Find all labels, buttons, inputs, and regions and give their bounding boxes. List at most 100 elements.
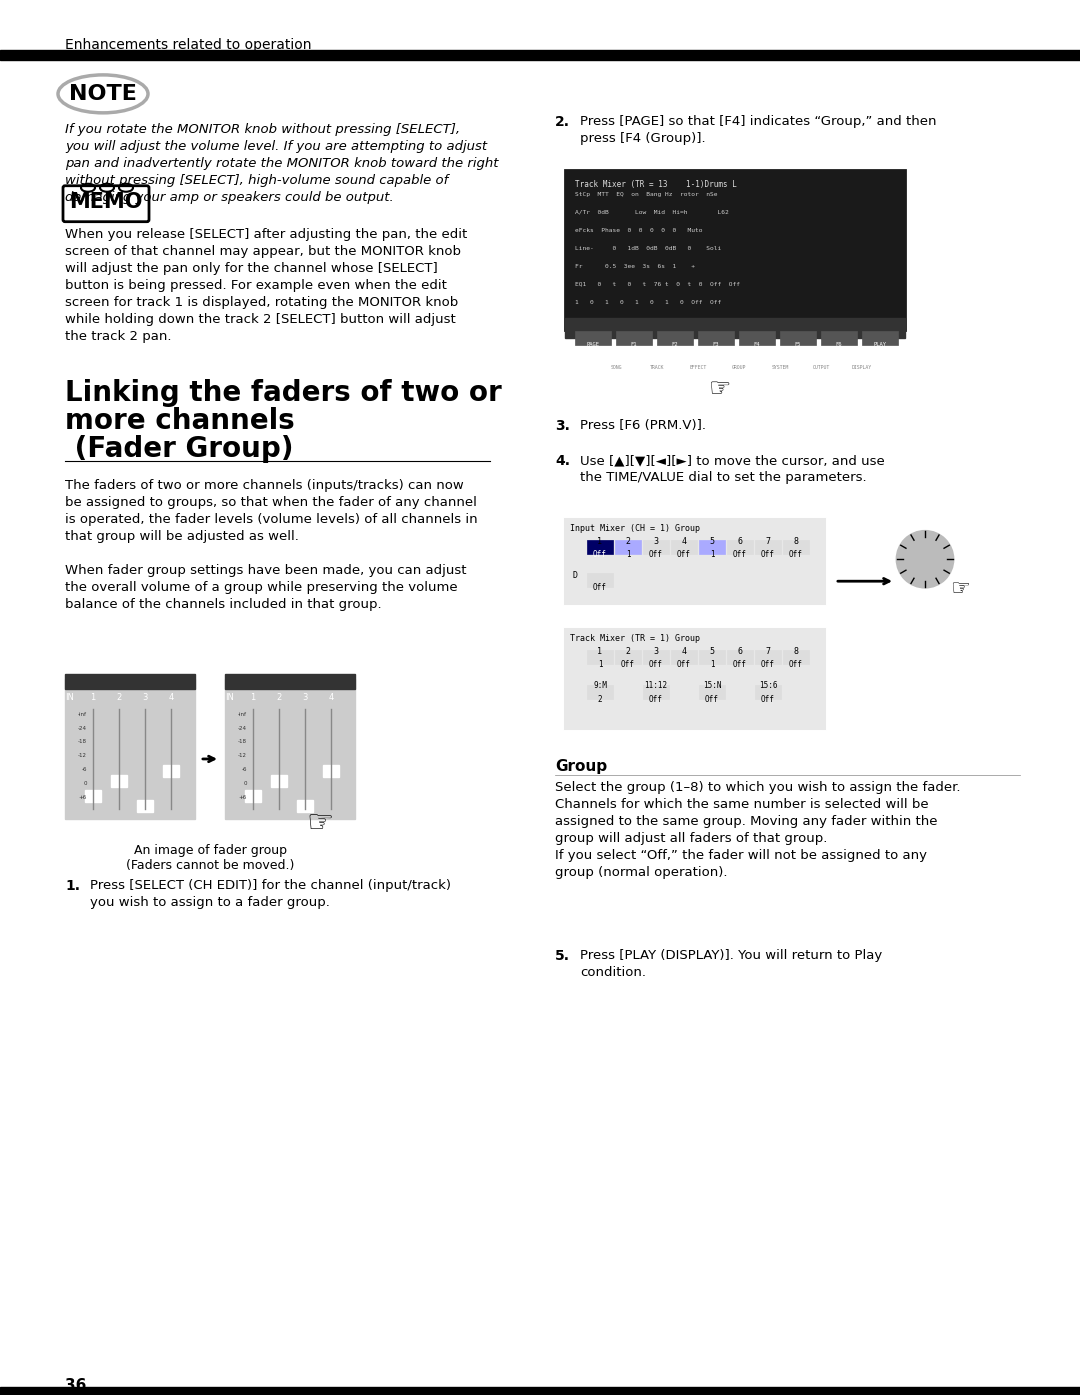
Text: 2.: 2. (555, 115, 570, 129)
Bar (671, 541, 697, 555)
Text: Off: Off (733, 659, 747, 669)
Text: Off: Off (649, 550, 663, 559)
Text: Off: Off (789, 550, 802, 559)
Text: group (normal operation).: group (normal operation). (555, 866, 728, 879)
Text: 0: 0 (83, 781, 87, 787)
Bar (783, 541, 809, 555)
Bar (137, 800, 153, 812)
Text: Line-     0   1dB  0dB  0dB   0    Soli: Line- 0 1dB 0dB 0dB 0 Soli (575, 246, 721, 250)
Text: 15:6: 15:6 (759, 682, 778, 690)
Bar (616, 331, 652, 345)
Text: -inf: -inf (238, 711, 247, 717)
Text: -24: -24 (238, 725, 247, 731)
Text: press [F4 (Group)].: press [F4 (Group)]. (580, 131, 705, 145)
Text: 3: 3 (653, 538, 659, 546)
Text: +6: +6 (239, 795, 247, 800)
Text: you will adjust the volume level. If you are attempting to adjust: you will adjust the volume level. If you… (65, 140, 487, 152)
Text: without pressing [SELECT], high-volume sound capable of: without pressing [SELECT], high-volume s… (65, 173, 448, 187)
Text: Enhancements related to operation: Enhancements related to operation (65, 38, 311, 52)
Bar (643, 541, 669, 555)
Text: -12: -12 (78, 753, 87, 759)
Text: Off: Off (649, 659, 663, 669)
Text: group will adjust all faders of that group.: group will adjust all faders of that gro… (555, 831, 827, 845)
Text: A/Tr  0dB       Low  Mid  Hi=h        L62: A/Tr 0dB Low Mid Hi=h L62 (575, 210, 729, 215)
Text: 4: 4 (328, 693, 334, 701)
Text: Off: Off (705, 694, 719, 704)
Bar (565, 317, 905, 338)
Bar (0, 50, 1080, 60)
Text: 4.: 4. (555, 454, 570, 468)
Text: ☞: ☞ (708, 377, 731, 401)
Bar (565, 170, 905, 330)
Bar (588, 685, 613, 698)
Bar (699, 650, 725, 664)
Text: The faders of two or more channels (inputs/tracks) can now: The faders of two or more channels (inpu… (65, 479, 463, 492)
Text: 4: 4 (681, 647, 687, 657)
FancyBboxPatch shape (63, 186, 149, 222)
Text: 7: 7 (766, 538, 770, 546)
Bar (671, 650, 697, 664)
Text: IN: IN (66, 693, 75, 701)
Text: F6: F6 (836, 342, 842, 346)
Text: Off: Off (761, 694, 775, 704)
Text: Track Mixer (TR = 1) Group: Track Mixer (TR = 1) Group (570, 634, 700, 643)
Text: Group: Group (555, 759, 607, 774)
Text: be assigned to groups, so that when the fader of any channel: be assigned to groups, so that when the … (65, 496, 477, 510)
Bar (615, 541, 642, 555)
Text: PAGE: PAGE (586, 342, 599, 346)
Text: 2: 2 (625, 647, 631, 657)
Text: SONG: SONG (610, 365, 622, 369)
Bar (755, 650, 781, 664)
Bar (65, 679, 195, 819)
Bar (575, 331, 611, 345)
Text: -6: -6 (242, 767, 247, 773)
Text: more channels: more channels (65, 408, 295, 436)
Text: 1: 1 (597, 538, 603, 546)
Bar (565, 629, 825, 729)
Text: Off: Off (593, 583, 607, 592)
Text: damaging your amp or speakers could be output.: damaging your amp or speakers could be o… (65, 191, 394, 204)
Bar (783, 650, 809, 664)
Text: 0: 0 (243, 781, 247, 787)
Bar (588, 573, 613, 587)
Text: EQ1   0   t   0   t  76 t  0  t  0  Off  Off: EQ1 0 t 0 t 76 t 0 t 0 Off Off (575, 282, 740, 286)
Text: F4: F4 (754, 342, 760, 346)
Bar (657, 331, 693, 345)
Text: NOTE: NOTE (69, 84, 137, 103)
Text: 7: 7 (766, 647, 770, 657)
Text: -12: -12 (238, 753, 247, 759)
Text: Off: Off (733, 550, 747, 559)
Text: Off: Off (593, 550, 607, 559)
Text: 4: 4 (681, 538, 687, 546)
Text: 5.: 5. (555, 949, 570, 963)
Text: button is being pressed. For example even when the edit: button is being pressed. For example eve… (65, 278, 447, 292)
Text: 8: 8 (794, 647, 798, 657)
Bar (271, 775, 287, 787)
Bar (297, 800, 313, 812)
Text: screen for track 1 is displayed, rotating the MONITOR knob: screen for track 1 is displayed, rotatin… (65, 296, 458, 309)
Bar (643, 650, 669, 664)
Text: When you release [SELECT] after adjusting the pan, the edit: When you release [SELECT] after adjustin… (65, 228, 468, 240)
Bar (245, 789, 261, 802)
Text: If you select “Off,” the fader will not be assigned to any: If you select “Off,” the fader will not … (555, 849, 927, 862)
Bar (588, 541, 613, 555)
Bar (780, 331, 816, 345)
Text: 2: 2 (276, 693, 282, 701)
Text: while holding down the track 2 [SELECT] button will adjust: while holding down the track 2 [SELECT] … (65, 313, 456, 326)
Text: -inf: -inf (78, 711, 87, 717)
Text: 2: 2 (597, 694, 603, 704)
Bar (111, 775, 127, 787)
Text: Off: Off (761, 550, 775, 559)
Text: eFcks  Phase  0  0  0  0  0   Muto: eFcks Phase 0 0 0 0 0 Muto (575, 228, 702, 233)
Text: When fader group settings have been made, you can adjust: When fader group settings have been made… (65, 564, 467, 577)
Text: 5: 5 (710, 538, 715, 546)
Bar (565, 520, 825, 604)
Text: ☞: ☞ (307, 809, 334, 838)
Text: GROUP: GROUP (732, 365, 746, 369)
Text: 1: 1 (597, 659, 603, 669)
Text: Use [▲][▼][◄][►] to move the cursor, and use: Use [▲][▼][◄][►] to move the cursor, and… (580, 454, 885, 468)
Text: 6: 6 (738, 647, 743, 657)
Text: D: D (572, 571, 578, 580)
Text: EFFECT: EFFECT (689, 365, 706, 369)
Text: 3: 3 (143, 693, 148, 701)
